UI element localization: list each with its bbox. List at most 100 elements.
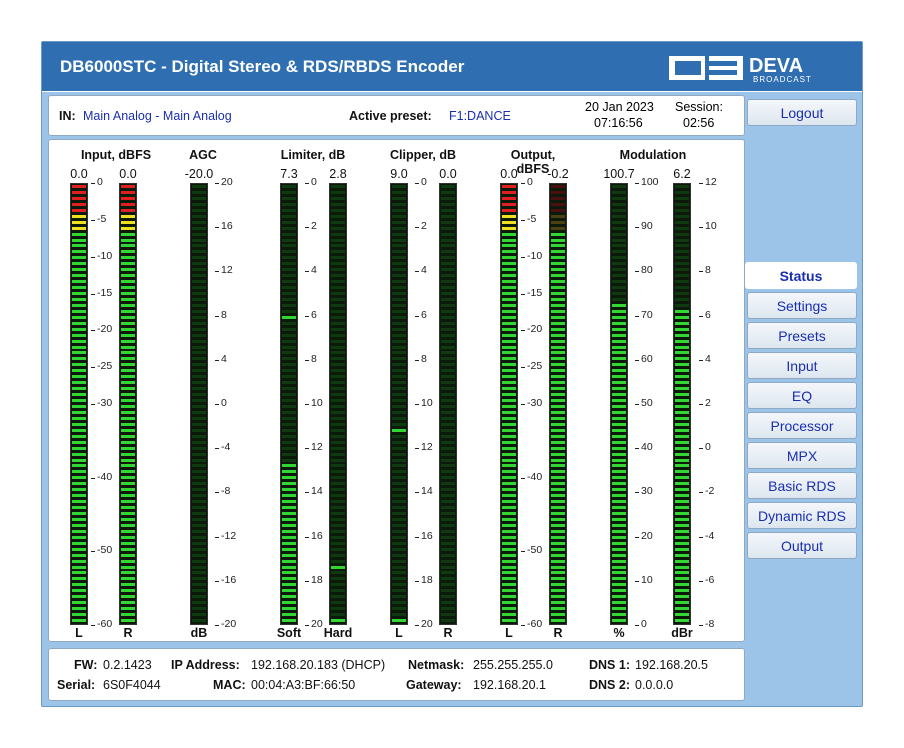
page-title: DB6000STC - Digital Stereo & RDS/RBDS En… — [60, 57, 465, 76]
meter-segment — [502, 345, 516, 349]
meter-label-mod_dbr: dBr — [671, 626, 693, 640]
tab-presets[interactable]: Presets — [747, 322, 857, 349]
scale-tick-db20: 6 — [311, 308, 317, 321]
meter-segment — [282, 523, 296, 527]
meter-segment — [551, 309, 565, 313]
meter-segment — [72, 428, 86, 432]
meter-segment — [392, 190, 406, 194]
meter-segment — [392, 452, 406, 456]
meter-segment — [551, 387, 565, 391]
scale-tick-db20: 12 — [421, 441, 433, 454]
meter-segment — [612, 339, 626, 343]
meter-segment — [612, 512, 626, 516]
meter-agc — [190, 183, 208, 625]
netmask-value: 255.255.255.0 — [473, 658, 553, 672]
meter-segment — [121, 315, 135, 319]
tab-processor[interactable]: Processor — [747, 412, 857, 439]
meter-segment — [121, 357, 135, 361]
meter-segment — [282, 387, 296, 391]
meter-segment — [441, 494, 455, 498]
meter-segment — [192, 488, 206, 492]
scale-dash — [415, 315, 419, 317]
meter-segment — [392, 286, 406, 290]
meter-segment — [72, 202, 86, 206]
deva-logo-icon: DEVA BROADCAST — [669, 55, 811, 84]
scale-tick-dbfs: -5 — [97, 212, 107, 225]
tab-output[interactable]: Output — [747, 532, 857, 559]
input-source-link[interactable]: Main Analog - Main Analog — [83, 109, 232, 123]
meter-segment — [331, 387, 345, 391]
preset-value-link[interactable]: F1:DANCE — [449, 109, 511, 123]
meter-segment — [502, 613, 516, 617]
scale-tick-pct: 10 — [641, 573, 653, 586]
meter-segment — [392, 517, 406, 521]
meter-segment — [192, 595, 206, 599]
meter-segment — [612, 577, 626, 581]
meter-segment — [502, 297, 516, 301]
meter-segment — [502, 333, 516, 337]
meter-segment — [121, 286, 135, 290]
scale-tick-pct: 40 — [641, 441, 653, 454]
meter-segment — [675, 458, 689, 462]
meter-segment — [72, 286, 86, 290]
meter-segment — [441, 363, 455, 367]
meter-segment — [612, 399, 626, 403]
tab-status[interactable]: Status — [745, 262, 857, 289]
meter-segment — [282, 202, 296, 206]
meter-segment — [441, 375, 455, 379]
logout-button[interactable]: Logout — [747, 99, 857, 126]
meter-segment — [675, 589, 689, 593]
meter-segment — [121, 327, 135, 331]
meter-segment — [282, 274, 296, 278]
meter-segment — [392, 464, 406, 468]
scale-dash — [305, 625, 309, 626]
scale-tick-dbr: 6 — [705, 308, 711, 321]
meter-segment — [72, 488, 86, 492]
scale-dash — [305, 404, 309, 405]
meter-segment — [675, 190, 689, 194]
meter-segment — [331, 613, 345, 617]
meter-segment — [392, 500, 406, 504]
meter-segment — [392, 553, 406, 557]
scale-dash — [635, 492, 639, 494]
meter-segment — [502, 292, 516, 296]
scale-dash — [635, 227, 639, 229]
meter-segment — [392, 434, 406, 438]
meter-segment — [392, 232, 406, 236]
tab-input[interactable]: Input — [747, 352, 857, 379]
meter-segment — [392, 583, 406, 587]
meter-segment — [282, 405, 296, 408]
meter-segment — [612, 363, 626, 367]
meter-segment — [192, 416, 206, 420]
meter-segment — [675, 541, 689, 545]
meter-segment — [121, 482, 135, 486]
serial-label: Serial: — [57, 678, 96, 692]
meter-segment — [551, 185, 565, 188]
meter-segment — [72, 292, 86, 296]
meter-segment — [675, 321, 689, 325]
meter-segment — [502, 202, 516, 206]
meter-segment — [121, 512, 135, 516]
tab-basic-rds[interactable]: Basic RDS — [747, 472, 857, 499]
meter-segment — [612, 571, 626, 575]
meter-segment — [612, 476, 626, 480]
tab-settings[interactable]: Settings — [747, 292, 857, 319]
meter-segment — [331, 547, 345, 551]
meter-segment — [282, 565, 296, 569]
meter-segment — [392, 214, 406, 218]
meter-segment — [675, 339, 689, 343]
meter-segment — [192, 315, 206, 319]
meter-segment — [441, 613, 455, 617]
tab-eq[interactable]: EQ — [747, 382, 857, 409]
meter-segment — [192, 428, 206, 432]
meter-segment — [192, 553, 206, 557]
tab-dynamic-rds[interactable]: Dynamic RDS — [747, 502, 857, 529]
meter-segment — [441, 185, 455, 188]
meter-segment — [612, 494, 626, 498]
meter-segment — [551, 565, 565, 569]
meter-segment — [192, 452, 206, 456]
tab-mpx[interactable]: MPX — [747, 442, 857, 469]
group-title-output: Output, dBFS — [510, 148, 556, 176]
meter-segment — [121, 226, 135, 230]
dns1-label: DNS 1: — [589, 658, 630, 672]
